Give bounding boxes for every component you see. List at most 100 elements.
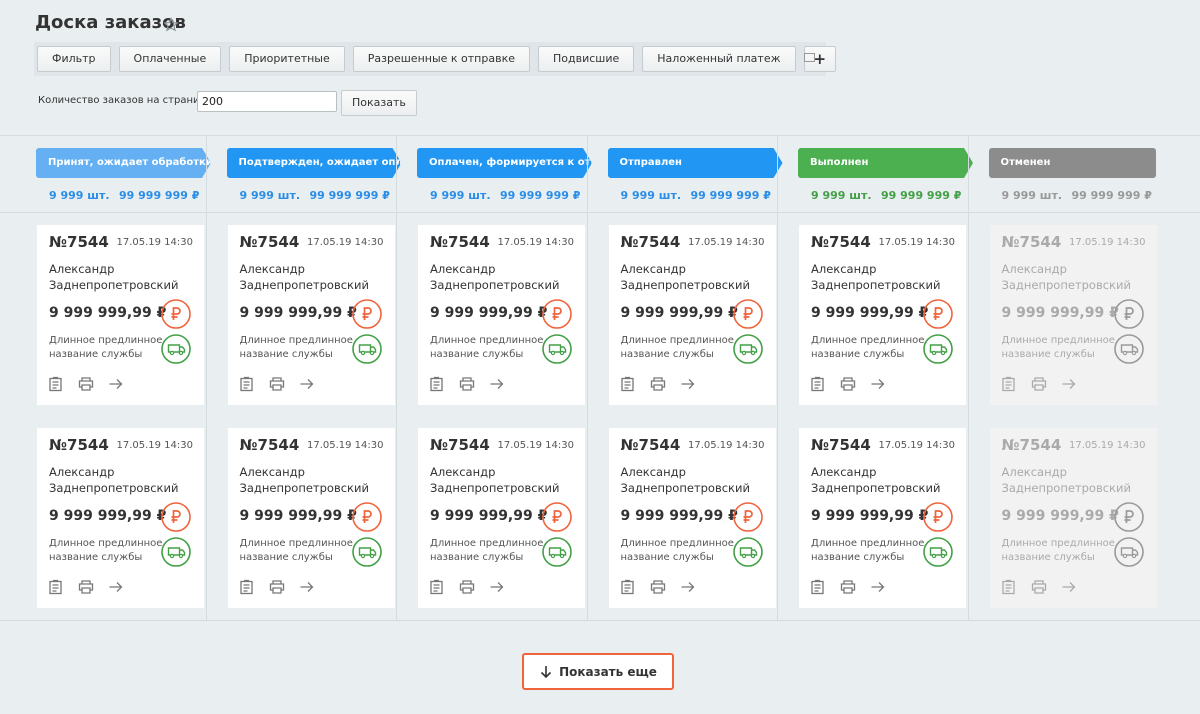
open-icon[interactable] (870, 579, 886, 599)
payment-icon[interactable] (542, 502, 572, 536)
delivery-icon[interactable] (732, 334, 763, 368)
print-icon[interactable] (840, 376, 856, 396)
open-icon-svg (109, 379, 123, 389)
order-card[interactable]: №7544 17.05.19 14:30 Александр Заднепропет… (799, 225, 966, 405)
print-icon[interactable] (78, 376, 94, 396)
delivery-icon[interactable] (542, 537, 572, 571)
status-count: 9 999 шт. (620, 189, 682, 202)
open-icon[interactable] (680, 579, 696, 599)
delivery-icon[interactable] (923, 334, 953, 368)
payment-icon[interactable] (732, 299, 763, 333)
clipboard-icon[interactable] (1001, 579, 1017, 599)
filter-button[interactable]: Оплаченные (118, 46, 222, 72)
order-card[interactable]: №7544 17.05.19 14:30 Александр Заднепропет… (989, 428, 1157, 608)
print-icon[interactable] (1031, 579, 1047, 599)
print-icon[interactable] (840, 579, 856, 599)
filter-button[interactable]: Фильтр (37, 46, 111, 72)
print-icon[interactable] (1031, 376, 1047, 396)
filter-button[interactable]: Подвисшие (538, 46, 635, 72)
delivery-icon[interactable] (732, 537, 763, 571)
delivery-service: Длинное предлинное название службы (49, 538, 163, 563)
delivery-icon[interactable] (161, 537, 191, 571)
order-card[interactable]: №7544 17.05.19 14:30 Александр Заднепропет… (37, 225, 204, 405)
payment-icon[interactable] (1113, 299, 1144, 333)
order-date: 17.05.19 14:30 (1068, 440, 1146, 451)
open-icon[interactable] (680, 376, 696, 396)
delivery-icon[interactable] (351, 537, 382, 571)
clipboard-icon[interactable] (48, 376, 64, 396)
print-icon[interactable] (269, 376, 285, 396)
add-filter-button[interactable]: + (803, 46, 837, 72)
clipboard-icon[interactable] (429, 579, 445, 599)
payment-icon[interactable] (542, 299, 572, 333)
payment-icon[interactable] (351, 299, 382, 333)
order-card[interactable]: №7544 17.05.19 14:30 Александр Заднепропет… (37, 428, 204, 608)
open-icon[interactable] (299, 376, 315, 396)
clipboard-icon[interactable] (810, 579, 826, 599)
open-icon[interactable] (489, 376, 505, 396)
clipboard-icon[interactable] (239, 579, 255, 599)
customer-name: Александр Заднепропетровский (430, 465, 560, 495)
open-icon[interactable] (1061, 376, 1077, 396)
clipboard-icon[interactable] (239, 376, 255, 396)
order-number: №7544 (430, 436, 490, 454)
print-icon[interactable] (269, 579, 285, 599)
arrow-down-icon (540, 665, 552, 678)
filter-button[interactable]: Наложенный платеж (642, 46, 796, 72)
payment-icon[interactable] (923, 502, 953, 536)
order-amount: 9 999 999,99 ₽ (811, 305, 929, 321)
print-icon[interactable] (78, 579, 94, 599)
open-icon[interactable] (870, 376, 886, 396)
order-card[interactable]: №7544 17.05.19 14:30 Александр Заднепропет… (227, 225, 395, 405)
clipboard-icon[interactable] (1001, 376, 1017, 396)
filter-button[interactable]: Приоритетные (229, 46, 345, 72)
print-icon[interactable] (459, 579, 475, 599)
order-number: №7544 (811, 233, 871, 251)
print-icon-svg (269, 377, 284, 391)
print-icon[interactable] (459, 376, 475, 396)
open-icon[interactable] (108, 376, 124, 396)
open-icon[interactable] (299, 579, 315, 599)
order-amount: 9 999 999,99 ₽ (430, 305, 548, 321)
order-card[interactable]: №7544 17.05.19 14:30 Александр Заднепропет… (799, 428, 966, 608)
clipboard-icon-svg (239, 376, 253, 392)
order-card[interactable]: №7544 17.05.19 14:30 Александр Заднепропет… (989, 225, 1157, 405)
open-icon[interactable] (1061, 579, 1077, 599)
payment-icon[interactable] (732, 502, 763, 536)
order-card[interactable]: №7544 17.05.19 14:30 Александр Заднепропет… (608, 225, 776, 405)
open-icon[interactable] (489, 579, 505, 599)
per-page-input[interactable]: 200 (197, 91, 337, 112)
payment-icon[interactable] (351, 502, 382, 536)
open-icon[interactable] (108, 579, 124, 599)
delivery-icon[interactable] (542, 334, 572, 368)
order-card[interactable]: №7544 17.05.19 14:30 Александр Заднепропет… (608, 428, 776, 608)
clipboard-icon[interactable] (48, 579, 64, 599)
delivery-icon[interactable] (1113, 334, 1144, 368)
clipboard-icon[interactable] (620, 376, 636, 396)
payment-icon[interactable] (1113, 502, 1144, 536)
order-card[interactable]: №7544 17.05.19 14:30 Александр Заднепропет… (227, 428, 395, 608)
filter-button[interactable]: Разрешенные к отправке (352, 46, 530, 72)
delivery-icon[interactable] (161, 334, 191, 368)
order-card[interactable]: №7544 17.05.19 14:30 Александр Заднепропет… (418, 428, 585, 608)
clipboard-icon[interactable] (429, 376, 445, 396)
payment-icon[interactable] (161, 299, 191, 333)
customer-name: Александр Заднепропетровский (1001, 465, 1131, 495)
clipboard-icon[interactable] (810, 376, 826, 396)
star-icon[interactable] (163, 17, 179, 33)
delivery-icon[interactable] (923, 537, 953, 571)
payment-icon[interactable] (923, 299, 953, 333)
load-more-button[interactable]: Показать еще (522, 653, 674, 690)
per-page-button[interactable]: Показать (341, 90, 417, 116)
delivery-icon[interactable] (1113, 537, 1144, 571)
payment-icon-svg (1113, 502, 1144, 532)
print-icon[interactable] (650, 376, 666, 396)
order-card[interactable]: №7544 17.05.19 14:30 Александр Заднепропет… (418, 225, 585, 405)
load-more-label: Показать еще (559, 664, 657, 679)
collapse-icon[interactable] (804, 53, 816, 63)
print-icon[interactable] (650, 579, 666, 599)
delivery-icon[interactable] (351, 334, 382, 368)
payment-icon-svg (351, 502, 382, 532)
payment-icon[interactable] (161, 502, 191, 536)
clipboard-icon[interactable] (620, 579, 636, 599)
